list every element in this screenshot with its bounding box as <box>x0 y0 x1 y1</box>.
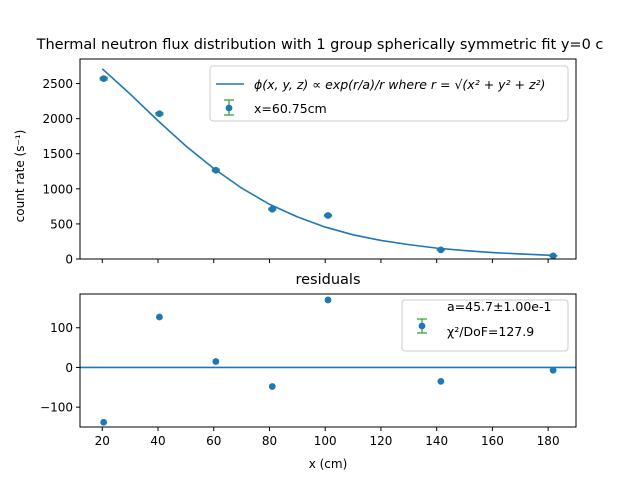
y-tick-label: 1000 <box>42 182 73 196</box>
residual-x-tick-label: 120 <box>369 434 392 448</box>
data-point <box>323 212 333 219</box>
legend-box <box>209 65 569 122</box>
main-plot-frame <box>79 58 577 260</box>
residual-point <box>100 418 108 426</box>
residuals-panel: residuals −100 0 100 20 40 60 80 100 120 140 160 18… <box>40 272 577 471</box>
residuals-legend-box <box>401 299 569 352</box>
residual-x-tick-label: 20 <box>95 434 110 448</box>
residual-x-tick-label: 160 <box>481 434 504 448</box>
residuals-legend: a=45.7±1.00e-1 χ²/DoF=127.9 <box>401 299 569 352</box>
residuals-legend-errorbar-swatch <box>417 318 427 334</box>
residual-y-tick-label: 100 <box>50 321 73 335</box>
data-point <box>99 75 108 83</box>
data-marker <box>212 166 220 174</box>
main-plot-legend: ϕ(x, y, z) ∝ exp(r/a)/r where r = √(x² +… <box>209 65 569 122</box>
data-marker <box>156 110 163 118</box>
residual-y-tick-label: −100 <box>40 401 73 415</box>
data-marker <box>549 252 557 260</box>
residual-point <box>268 383 276 390</box>
residuals-frame <box>79 293 577 428</box>
data-point <box>211 166 221 174</box>
residual-x-tick-label: 40 <box>150 434 165 448</box>
legend-fit-line-label: ϕ(x, y, z) ∝ exp(r/a)/r where r = √(x² +… <box>254 77 545 92</box>
residual-point <box>212 358 220 365</box>
residuals-xlabel: x (cm) <box>309 457 348 471</box>
y-tick-label: 0 <box>65 253 73 267</box>
main-plot-panel: Thermal neutron flux distribution with 1… <box>13 37 603 267</box>
data-point <box>436 246 446 254</box>
fit-curve <box>101 68 554 257</box>
y-tick-label: 1500 <box>42 147 73 161</box>
residuals-legend-param: a=45.7±1.00e-1 <box>447 299 551 314</box>
legend-errorbar-label: x=60.75cm <box>254 101 327 116</box>
main-plot-ylabel: count rate (s⁻¹) <box>13 130 27 223</box>
residuals-legend-chi2: χ²/DoF=127.9 <box>447 324 534 339</box>
residual-point <box>324 296 332 304</box>
data-point <box>548 252 558 260</box>
y-tick-label: 500 <box>50 217 73 231</box>
residual-point <box>437 377 445 385</box>
data-marker <box>437 246 445 254</box>
data-point <box>268 205 277 213</box>
residual-point <box>549 366 557 374</box>
residuals-title: residuals <box>295 272 360 288</box>
residual-x-tick-label: 80 <box>262 434 277 448</box>
residual-x-tick-label: 60 <box>206 434 221 448</box>
residual-x-tick-label: 140 <box>425 434 448 448</box>
residual-y-tick-label: 0 <box>65 361 73 375</box>
residual-x-tick-label: 180 <box>537 434 560 448</box>
data-marker <box>268 205 276 213</box>
data-marker <box>100 75 108 83</box>
residual-point <box>156 313 163 321</box>
data-point <box>155 110 164 118</box>
main-plot-title: Thermal neutron flux distribution with 1… <box>36 37 604 53</box>
y-tick-label: 2000 <box>42 112 73 126</box>
y-tick-label: 2500 <box>42 77 73 91</box>
data-marker <box>324 212 332 219</box>
residual-x-tick-label: 100 <box>314 434 337 448</box>
legend-errorbar-swatch <box>224 99 234 116</box>
